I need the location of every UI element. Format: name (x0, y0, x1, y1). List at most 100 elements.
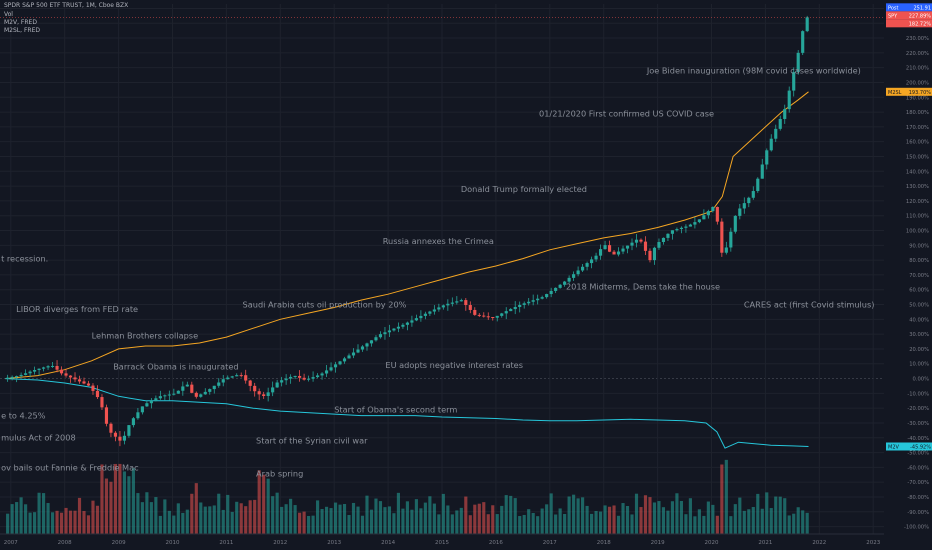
candle-body (230, 376, 234, 378)
volume-bar (158, 515, 162, 534)
candle-body (634, 239, 639, 243)
candle-body (73, 377, 77, 380)
volume-bar (113, 463, 118, 534)
candle-body (724, 247, 728, 253)
spy-tag-value: 227.89% (909, 13, 931, 19)
candle-body (154, 398, 158, 401)
candle-body (473, 309, 477, 315)
candle-body (46, 366, 50, 368)
volume-bar (100, 464, 104, 534)
candle-body (760, 164, 764, 179)
candle-body (176, 390, 180, 394)
candle-body (670, 230, 675, 234)
candle-body (621, 248, 625, 252)
candle-body (792, 72, 796, 91)
candle-body (540, 297, 544, 299)
volume-bar (702, 515, 706, 534)
spy-sub-tag (886, 19, 932, 28)
y-tick-label: -70.00% (907, 480, 929, 486)
volume-bar (10, 504, 14, 534)
volume-bar (185, 509, 189, 534)
volume-bar (37, 492, 41, 534)
candle-body (769, 138, 773, 151)
volume-bar (95, 505, 100, 534)
candle-body (684, 226, 688, 228)
volume-bar (149, 502, 153, 534)
y-tick-label: 120.00% (906, 199, 929, 205)
y-tick-label: -100.00% (904, 525, 929, 531)
volume-bar (760, 508, 764, 534)
series-tag-value: -45.92% (910, 445, 931, 451)
candle-body (104, 407, 109, 424)
annotation-text: Donald Trump formally elected (461, 184, 587, 194)
y-tick-label: -30.00% (907, 421, 929, 427)
candle-body (392, 328, 396, 331)
candle-body (77, 379, 82, 382)
candle-body (221, 379, 225, 383)
y-tick-label: 170.00% (906, 125, 929, 131)
candle-body (280, 380, 284, 383)
volume-bar (607, 506, 612, 534)
candle-body (464, 300, 468, 306)
y-tick-label: 40.00% (909, 317, 929, 323)
legend-m2v[interactable]: M2V, FRED (4, 19, 37, 26)
candle-body (558, 284, 562, 288)
candle-body (194, 392, 198, 397)
volume-bar (432, 503, 436, 534)
volume-bar (778, 496, 782, 534)
series-lines (5, 91, 809, 449)
volume-bar (235, 501, 239, 534)
candle-body (37, 368, 41, 370)
volume-bar (347, 515, 351, 534)
candle-body (607, 245, 612, 252)
volume-bar (374, 498, 378, 534)
candle-body (253, 385, 257, 392)
volume-bar (280, 506, 284, 534)
volume-bar (239, 503, 243, 534)
post-tag-value: 251.91 (914, 5, 932, 11)
candle-body (590, 259, 594, 264)
annotation-text: EU adopts negative interest rates (385, 360, 523, 370)
candle-body (742, 203, 746, 209)
y-tick-label: -10.00% (907, 391, 929, 397)
y-axis: 250.00%240.00%230.00%220.00%210.00%200.0… (904, 6, 929, 530)
volume-bar (208, 506, 212, 534)
volume-bar (536, 516, 540, 534)
volume-bar (82, 511, 86, 534)
legend-vol[interactable]: Vol (4, 11, 13, 18)
volume-bar (257, 470, 261, 534)
volume-bar (769, 508, 773, 534)
volume-bar (176, 503, 180, 534)
volume-bar (387, 506, 392, 534)
annotation-text: CARES act (first Covid stimulus) (744, 299, 875, 309)
volume-bar (136, 493, 140, 534)
y-tick-label: 210.00% (906, 66, 929, 72)
candle-body (145, 403, 149, 407)
volume-bar (733, 504, 737, 534)
candle-body (316, 375, 320, 378)
candle-body (733, 215, 737, 232)
volume-bar (230, 511, 234, 534)
candle-body (347, 355, 351, 359)
volume-bar (567, 496, 571, 534)
y-tick-label: 100.00% (906, 229, 929, 235)
candle-body (549, 290, 553, 295)
m2sl-line (5, 91, 809, 380)
volume-bar (783, 498, 787, 534)
volume-bar (33, 512, 37, 534)
volume-bar (414, 499, 418, 534)
candle-body (697, 219, 701, 223)
volume-bar (697, 509, 701, 534)
legend-m2sl[interactable]: M2SL, FRED (4, 27, 40, 34)
y-tick-label: 20.00% (909, 347, 929, 353)
candle-body (95, 390, 100, 398)
candle-body (666, 233, 670, 238)
candle-body (486, 316, 490, 318)
candle-body (796, 52, 800, 73)
candle-body (437, 307, 441, 310)
candle-body (248, 380, 252, 386)
volume-bar (271, 496, 275, 534)
candle-body (783, 109, 787, 119)
candle-body (482, 315, 486, 317)
